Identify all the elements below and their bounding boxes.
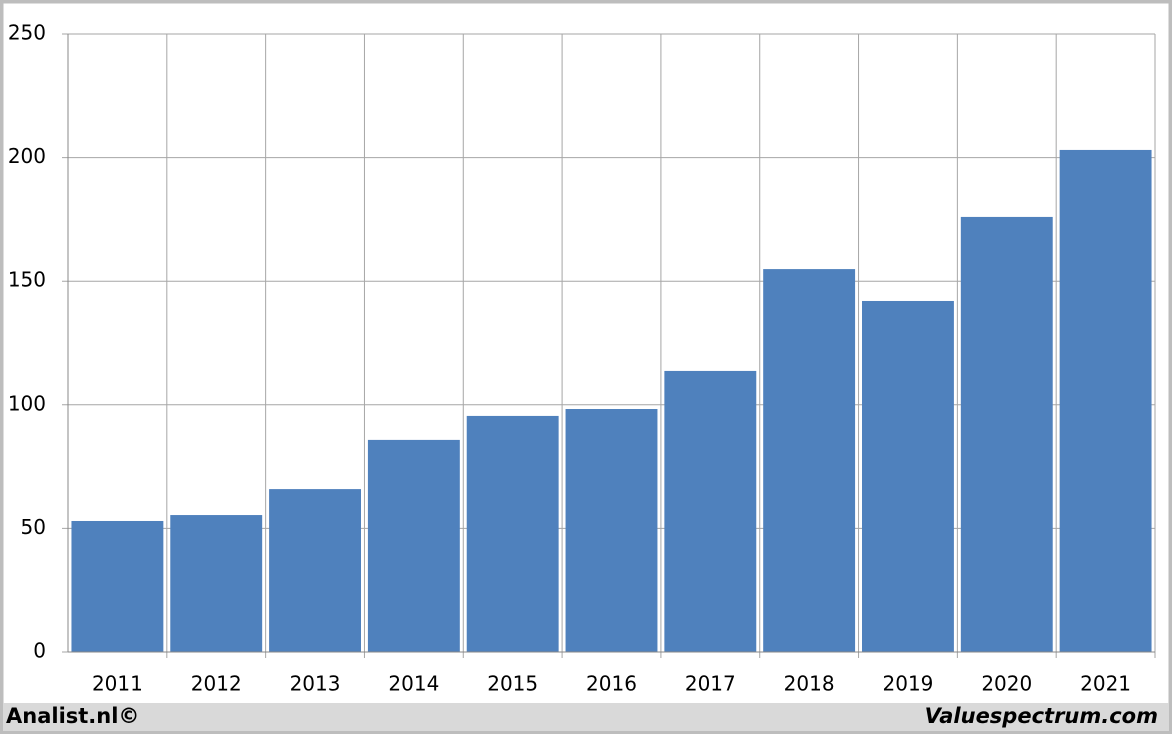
bar xyxy=(269,489,361,652)
y-tick-label: 0 xyxy=(33,639,46,663)
bar xyxy=(367,439,460,652)
y-tick-label: 250 xyxy=(8,21,46,45)
x-tick-label: 2019 xyxy=(883,672,934,696)
y-tick-label: 50 xyxy=(21,515,46,539)
x-tick-label: 2015 xyxy=(487,672,538,696)
bar xyxy=(466,415,559,652)
y-tick-label: 100 xyxy=(8,391,46,415)
x-tick-label: 2016 xyxy=(586,672,637,696)
x-tick-label: 2011 xyxy=(92,672,143,696)
bar xyxy=(664,370,757,652)
x-tick-label: 2014 xyxy=(388,672,439,696)
footer-right: Valuespectrum.com xyxy=(925,704,1158,728)
bar xyxy=(170,515,263,652)
bar xyxy=(960,216,1053,653)
bar xyxy=(565,409,658,652)
x-tick-label: 2021 xyxy=(1080,672,1131,696)
footer-left: Analist.nl© xyxy=(6,704,139,728)
x-tick-label: 2020 xyxy=(981,672,1032,696)
bar xyxy=(862,300,954,652)
y-tick-label: 200 xyxy=(8,144,46,168)
x-tick-label: 2013 xyxy=(290,672,341,696)
bar xyxy=(71,520,164,652)
footer-bar xyxy=(3,703,1169,731)
x-tick-label: 2012 xyxy=(191,672,242,696)
x-tick-label: 2018 xyxy=(784,672,835,696)
bar xyxy=(1059,149,1152,652)
x-tick-label: 2017 xyxy=(685,672,736,696)
y-tick-label: 150 xyxy=(8,268,46,292)
bar xyxy=(763,269,856,652)
